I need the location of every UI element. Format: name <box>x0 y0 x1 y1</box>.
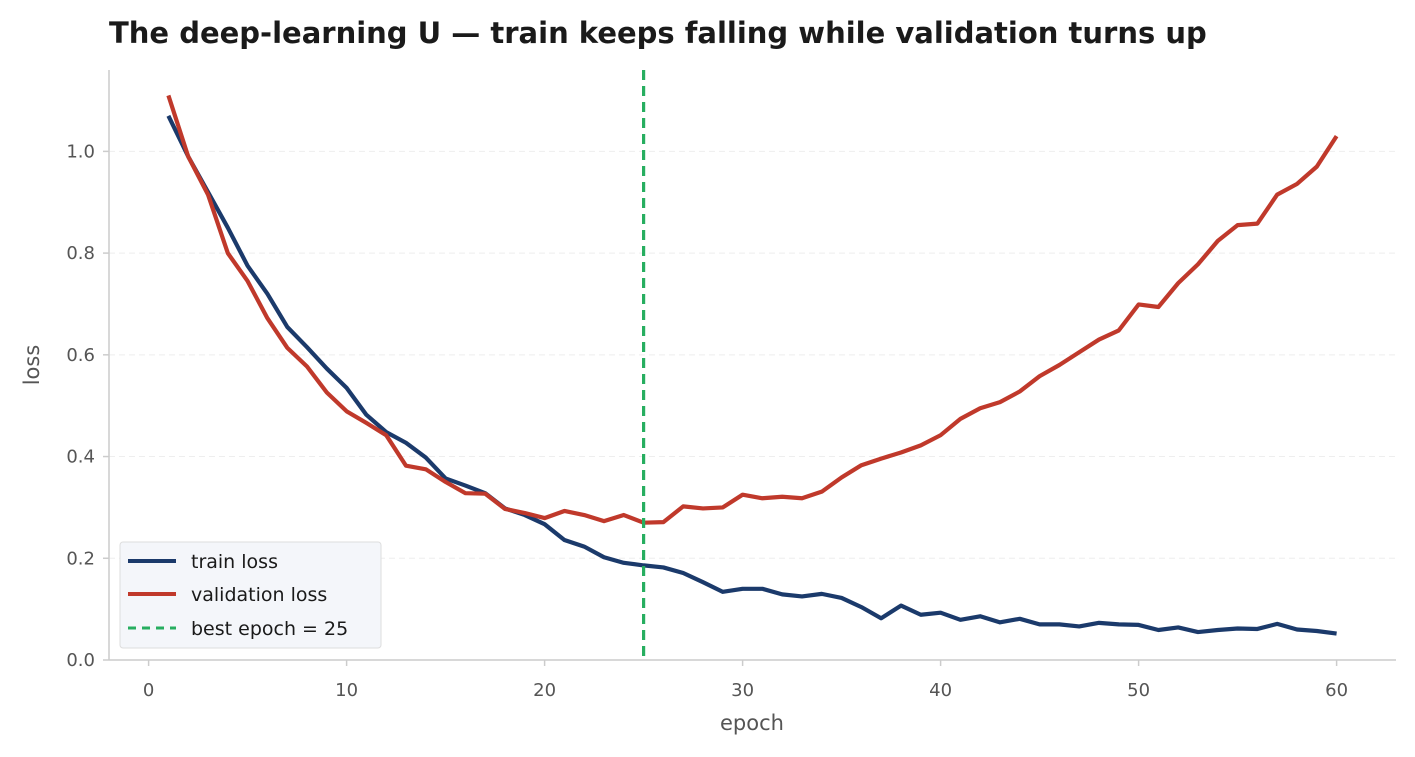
y-tick-label: 1.0 <box>66 141 95 162</box>
y-tick-label: 0.2 <box>66 548 95 569</box>
legend-box <box>119 541 382 649</box>
x-tick-label: 30 <box>731 680 754 701</box>
series-line-train-loss <box>166 114 1337 636</box>
y-tick-label: 0.0 <box>66 650 95 671</box>
chart-title: The deep-learning U — train keeps fallin… <box>109 16 1207 50</box>
x-ticks: 0 10 20 30 40 50 60 <box>143 660 1348 701</box>
legend: train loss validation loss best epoch = … <box>119 541 382 649</box>
y-tick-label: 0.8 <box>66 243 95 264</box>
gridlines <box>109 150 1396 559</box>
axes <box>108 70 1396 661</box>
x-axis-label: epoch <box>720 711 784 735</box>
legend-label-train-loss: train loss <box>191 551 278 573</box>
legend-label-validation-loss: validation loss <box>191 584 327 606</box>
x-tick-label: 50 <box>1127 680 1150 701</box>
x-tick-label: 60 <box>1325 680 1348 701</box>
y-tick-label: 0.4 <box>66 447 95 468</box>
y-tick-label: 0.6 <box>66 345 95 366</box>
series-line-validation-loss <box>166 94 1339 525</box>
series-lines <box>166 94 1339 636</box>
x-tick-label: 10 <box>335 680 358 701</box>
y-axis-label: loss <box>20 345 44 386</box>
y-ticks: 0.0 0.2 0.4 0.6 0.8 1.0 <box>66 141 109 671</box>
legend-label-best-epoch: best epoch = 25 <box>191 618 348 640</box>
x-tick-label: 0 <box>143 680 154 701</box>
x-tick-label: 20 <box>533 680 556 701</box>
x-tick-label: 40 <box>929 680 952 701</box>
